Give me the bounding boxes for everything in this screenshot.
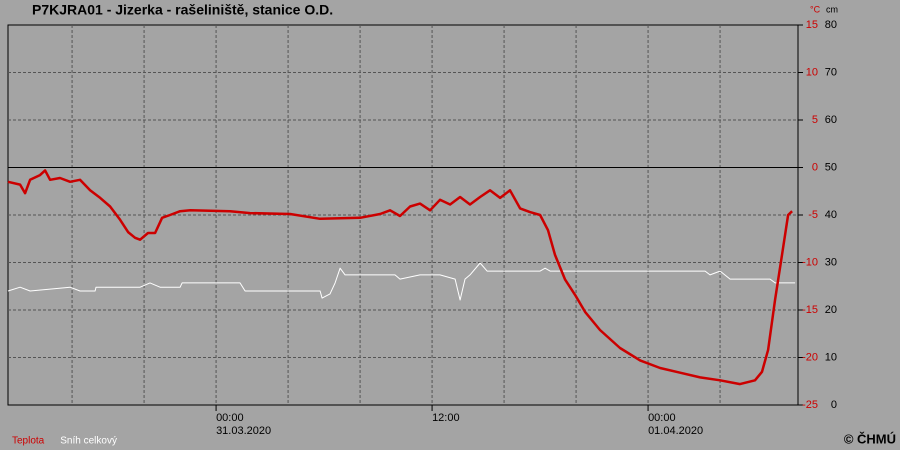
y2-tick-label: 80 bbox=[825, 19, 837, 31]
x-tick-label: 00:00 bbox=[648, 412, 676, 424]
y-tick-label: -20 bbox=[802, 351, 818, 363]
y2-tick-label: 50 bbox=[825, 161, 837, 173]
y-tick-label: 10 bbox=[806, 66, 818, 78]
y-tick-label: -15 bbox=[802, 304, 818, 316]
y-unit: °C bbox=[810, 4, 821, 14]
x-tick-label: 12:00 bbox=[432, 412, 460, 424]
series-line bbox=[7, 169, 793, 386]
copyright: © ČHMÚ bbox=[844, 431, 896, 446]
x-date-label: 01.04.2020 bbox=[648, 425, 703, 437]
y-tick-label: 15 bbox=[806, 19, 818, 31]
y2-unit: cm bbox=[826, 4, 838, 14]
y-tick-label: -25 bbox=[802, 399, 818, 411]
y-tick-label: -5 bbox=[808, 209, 818, 221]
y2-tick-label: 60 bbox=[825, 114, 837, 126]
y2-tick-label: 20 bbox=[825, 304, 837, 316]
y2-tick-label: 70 bbox=[825, 66, 837, 78]
y-tick-label: 5 bbox=[812, 114, 818, 126]
y2-tick-label: 10 bbox=[825, 351, 837, 363]
legend-label: Teplota bbox=[12, 436, 45, 447]
legend-label: Sníh celkový bbox=[60, 436, 117, 447]
chart-title: P7KJRA01 - Jizerka - rašeliniště, stanic… bbox=[32, 2, 333, 18]
x-tick-label: 00:00 bbox=[216, 412, 244, 424]
y2-tick-label: 30 bbox=[825, 256, 837, 268]
x-date-label: 31.03.2020 bbox=[216, 425, 271, 437]
y-tick-label: -10 bbox=[802, 256, 818, 268]
y-tick-label: 0 bbox=[812, 161, 818, 173]
y2-tick-label: 40 bbox=[825, 209, 837, 221]
y2-tick-label: 0 bbox=[831, 399, 837, 411]
series-line bbox=[7, 262, 796, 301]
